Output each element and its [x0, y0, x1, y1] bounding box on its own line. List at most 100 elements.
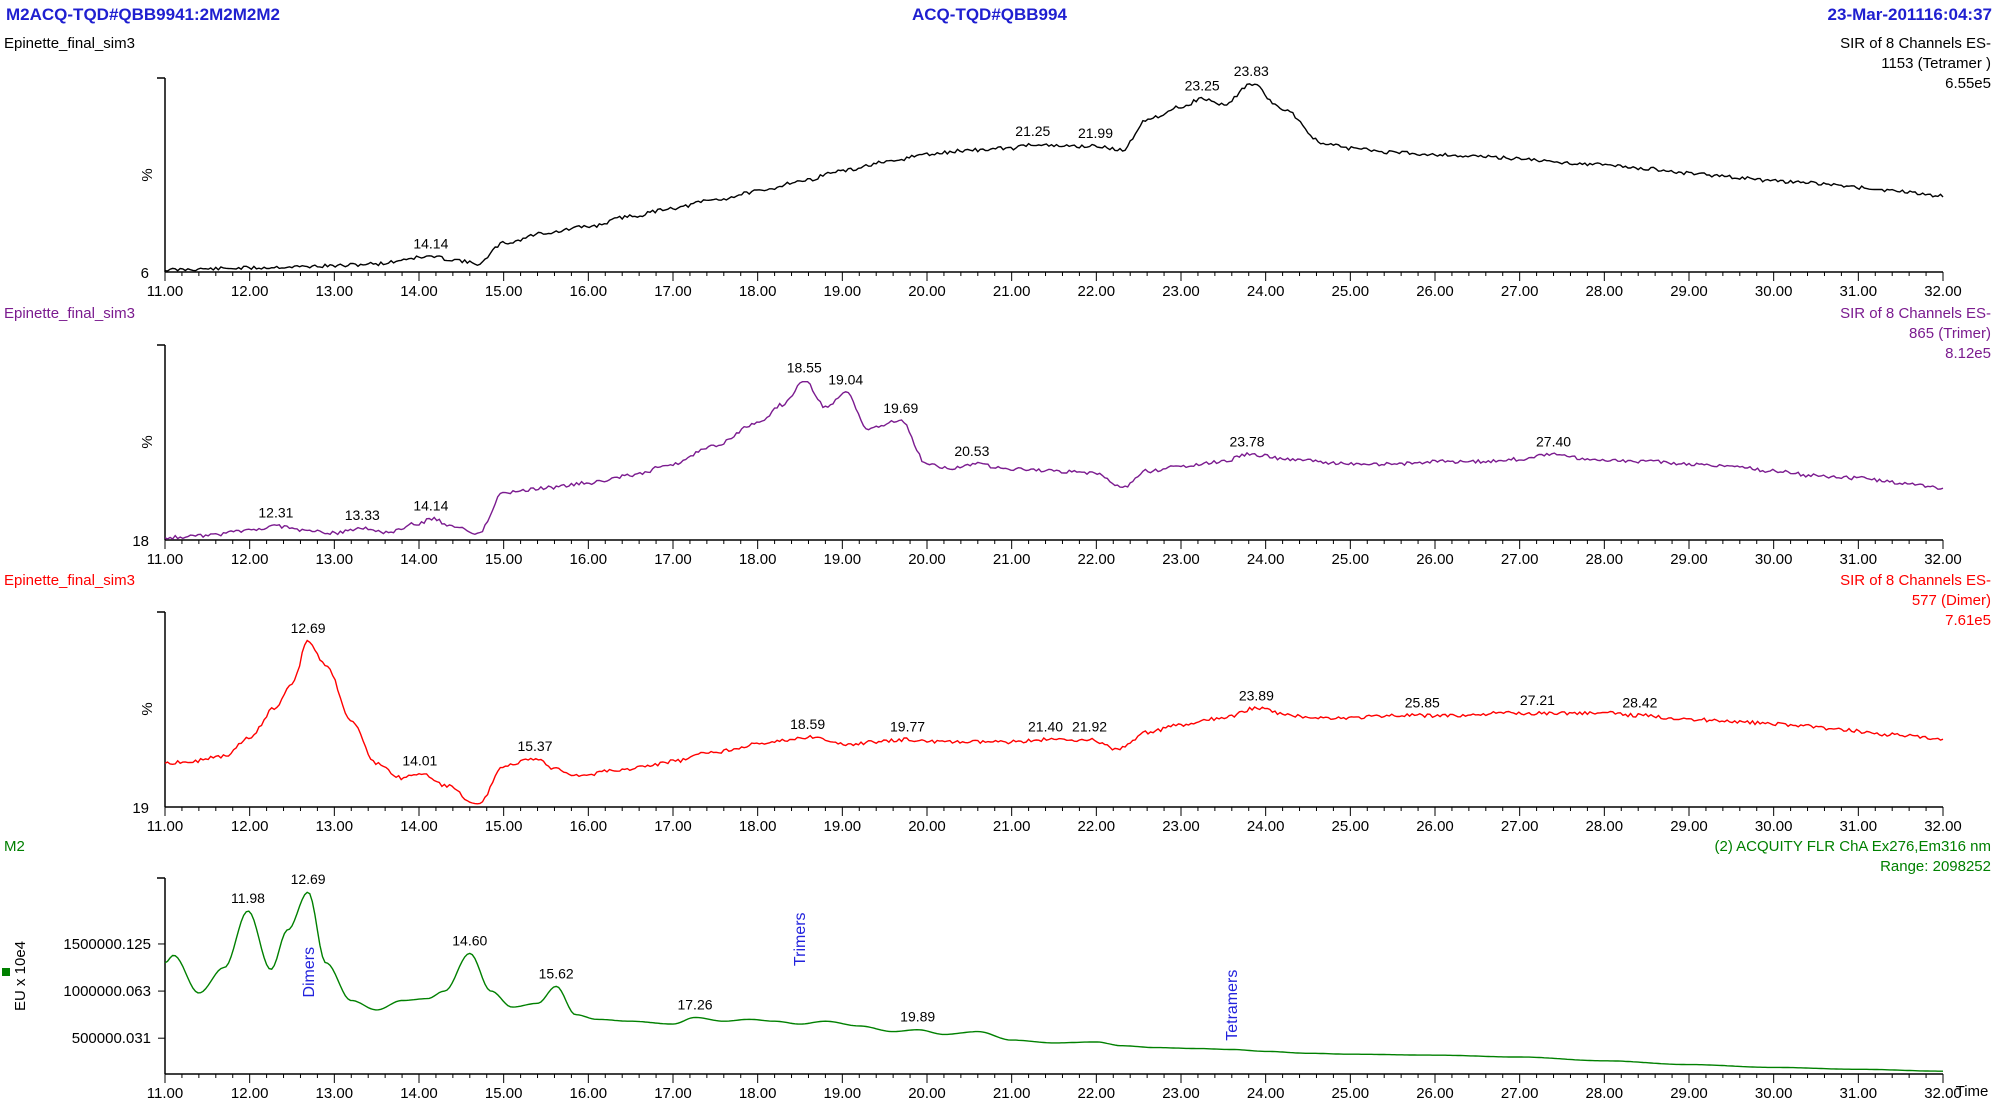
- chart-3-y-axis-label: EU x 10e4: [12, 941, 29, 1011]
- chart-2-peak-label: 25.85: [1405, 695, 1440, 711]
- chart-1-x-tick-label: 27.00: [1501, 551, 1539, 568]
- chart-1-peak-label: 19.69: [883, 400, 918, 416]
- chart-2-x-tick-label: 12.00: [231, 818, 269, 835]
- chart-3-peak-label: 11.98: [231, 890, 265, 906]
- chart-2-series-line: [164, 639, 1944, 805]
- chart-0-x-tick-label: 19.00: [824, 283, 862, 300]
- chart-3-peak-label: 14.60: [452, 932, 487, 948]
- chart-1-x-tick-label: 14.00: [400, 551, 438, 568]
- chart-2-channel-label-2: 577 (Dimer): [1912, 592, 1991, 609]
- chart-1-x-tick-label: 18.00: [739, 551, 777, 568]
- chart-3-channel-label: (2) ACQUITY FLR ChA Ex276,Em316 nm: [1715, 838, 1992, 855]
- chart-1-x-tick-label: 23.00: [1162, 551, 1200, 568]
- chart-2-x-tick-label: 13.00: [316, 818, 354, 835]
- chart-2-x-tick-label: 31.00: [1840, 818, 1878, 835]
- chart-3-x-tick-label: 16.00: [570, 1085, 608, 1102]
- chart-1-x-tick-label: 31.00: [1840, 551, 1878, 568]
- chart-1-x-tick-label: 25.00: [1332, 551, 1370, 568]
- chart-0-x-tick-label: 11.00: [147, 283, 183, 300]
- chart-3-x-tick-label: 22.00: [1078, 1085, 1116, 1102]
- chart-2-x-tick-label: 26.00: [1416, 818, 1454, 835]
- chart-1-intensity-label: 8.12e5: [1945, 345, 1991, 362]
- chart-1-peak-label: 13.33: [345, 507, 380, 523]
- chart-3-sample-label: M2: [4, 838, 25, 855]
- chart-3-annotation-label: Trimers: [792, 912, 809, 966]
- chart-2-peak-label: 19.77: [890, 719, 925, 735]
- chart-3-x-tick-label: 24.00: [1247, 1085, 1285, 1102]
- chart-2-peak-label: 12.69: [291, 620, 326, 636]
- chart-1-x-tick-label: 29.00: [1670, 551, 1708, 568]
- chart-3-peak-label: 17.26: [677, 996, 712, 1012]
- chart-3-series-line: [164, 891, 1943, 1072]
- header-left-label: M2ACQ-TQD#QBB9941:2M2M2M2: [6, 5, 280, 24]
- chart-2-x-tick-label: 18.00: [739, 818, 777, 835]
- chart-2-peak-label: 15.37: [517, 738, 552, 754]
- chart-1-y-min-label: 18: [132, 533, 149, 550]
- chart-3-legend-marker: [2, 968, 10, 976]
- chart-3-x-tick-label: 30.00: [1755, 1085, 1793, 1102]
- chart-0-x-tick-label: 15.00: [485, 283, 523, 300]
- chart-3-x-tick-label: 27.00: [1501, 1085, 1539, 1102]
- chart-1-x-tick-label: 26.00: [1416, 551, 1454, 568]
- chart-0-x-tick-label: 13.00: [316, 283, 354, 300]
- chart-3-x-tick-label: 12.00: [231, 1085, 269, 1102]
- chart-2-peak-label: 21.92: [1072, 719, 1107, 735]
- chart-0-x-tick-label: 18.00: [739, 283, 777, 300]
- chart-2-x-tick-label: 28.00: [1586, 818, 1624, 835]
- chart-3-y-tick-label: 500000.031: [72, 1030, 151, 1047]
- chart-0-x-tick-label: 27.00: [1501, 283, 1539, 300]
- chart-3-x-tick-label: 26.00: [1416, 1085, 1454, 1102]
- chart-1-x-tick-label: 11.00: [147, 551, 183, 568]
- chart-2-sample-label: Epinette_final_sim3: [4, 572, 135, 589]
- chart-0-series-line: [164, 83, 1944, 272]
- chart-0-x-tick-label: 26.00: [1416, 283, 1454, 300]
- chart-2-x-tick-label: 25.00: [1332, 818, 1370, 835]
- chart-3-x-tick-label: 11.00: [147, 1085, 183, 1102]
- chart-1-x-tick-label: 28.00: [1586, 551, 1624, 568]
- chart-2-x-tick-label: 30.00: [1755, 818, 1793, 835]
- chart-1-x-tick-label: 32.00: [1924, 551, 1962, 568]
- chart-1-peak-label: 20.53: [954, 443, 989, 459]
- chart-0-x-tick-label: 28.00: [1586, 283, 1624, 300]
- chart-3-x-tick-label: 14.00: [400, 1085, 438, 1102]
- chart-2-x-tick-label: 27.00: [1501, 818, 1539, 835]
- chart-0-x-tick-label: 17.00: [654, 283, 692, 300]
- chart-3-x-tick-label: 19.00: [824, 1085, 862, 1102]
- chart-0-peak-label: 21.25: [1015, 123, 1050, 139]
- chart-0-channel-label: SIR of 8 Channels ES-: [1840, 35, 1991, 52]
- chart-3-x-tick-label: 17.00: [654, 1085, 692, 1102]
- chart-3-annotation-label: Tetramers: [1224, 970, 1241, 1041]
- chart-1-x-tick-label: 15.00: [485, 551, 523, 568]
- chart-3-y-tick-label: 1000000.063: [63, 983, 151, 1000]
- chart-3-annotation-label: Dimers: [301, 947, 318, 998]
- chart-0-x-tick-label: 12.00: [231, 283, 269, 300]
- chart-2-peak-label: 21.40: [1028, 719, 1063, 735]
- chart-0-x-tick-label: 20.00: [908, 283, 946, 300]
- chart-0-x-tick-label: 25.00: [1332, 283, 1370, 300]
- chart-0-x-tick-label: 30.00: [1755, 283, 1793, 300]
- chart-3-x-tick-label: 21.00: [993, 1085, 1031, 1102]
- chart-2-x-tick-label: 22.00: [1078, 818, 1116, 835]
- chart-0-peak-label: 14.14: [413, 236, 448, 252]
- chart-2-x-tick-label: 16.00: [570, 818, 608, 835]
- chart-2-x-tick-label: 21.00: [993, 818, 1031, 835]
- chart-1-peak-label: 23.78: [1230, 433, 1265, 449]
- chart-0-peak-label: 23.25: [1185, 78, 1220, 94]
- chart-3-x-tick-label: 31.00: [1840, 1085, 1878, 1102]
- chart-0-x-tick-label: 31.00: [1840, 283, 1878, 300]
- chart-0-x-tick-label: 32.00: [1924, 283, 1962, 300]
- chart-2-x-tick-label: 11.00: [147, 818, 183, 835]
- chart-2-x-tick-label: 29.00: [1670, 818, 1708, 835]
- chart-1-x-tick-label: 20.00: [908, 551, 946, 568]
- chart-3-x-tick-label: 15.00: [485, 1085, 523, 1102]
- header-right-timestamp: 23-Mar-201116:04:37: [1827, 5, 1992, 24]
- chart-2-x-tick-label: 20.00: [908, 818, 946, 835]
- chart-2-x-tick-label: 14.00: [400, 818, 438, 835]
- chart-2-peak-label: 23.89: [1239, 687, 1274, 703]
- chart-2-y-axis-label: %: [139, 702, 156, 715]
- chart-2-x-tick-label: 19.00: [824, 818, 862, 835]
- chart-0-x-tick-label: 16.00: [570, 283, 608, 300]
- chart-1-peak-label: 14.14: [413, 498, 448, 514]
- chart-2-x-tick-label: 15.00: [485, 818, 523, 835]
